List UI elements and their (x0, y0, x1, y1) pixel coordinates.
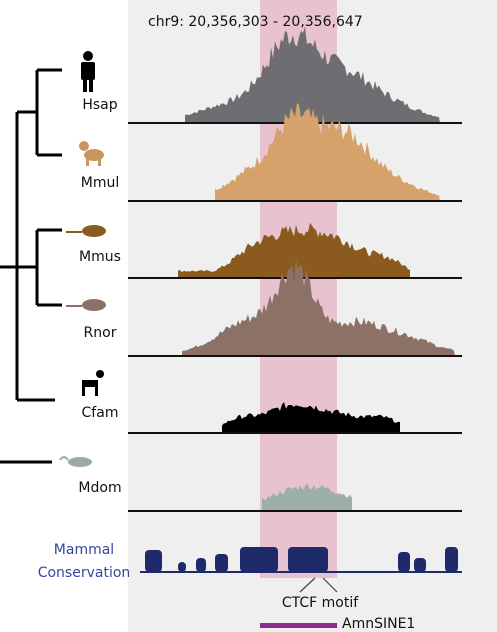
element-label: AmnSINE1 (342, 616, 415, 632)
conservation-block (196, 558, 206, 572)
conservation-block (240, 547, 278, 572)
locus-title: chr9: 20,356,303 - 20,356,647 (148, 14, 363, 30)
tree-branch (37, 230, 62, 305)
macaque-icon (79, 141, 104, 166)
conservation-block (288, 547, 328, 572)
tree-branch (37, 70, 62, 155)
species-label: Mdom (78, 480, 121, 496)
species-label: Rnor (84, 325, 117, 341)
mouse-icon (66, 225, 106, 237)
conservation-block (178, 562, 186, 572)
figure: chr9: 20,356,303 - 20,356,647 Mammal Con… (0, 0, 497, 632)
opossum-icon (60, 457, 92, 467)
element-bar (260, 623, 337, 628)
species-label: Hsap (82, 97, 117, 113)
conservation-block (414, 558, 426, 572)
phylogeny (0, 70, 62, 462)
human-icon (81, 51, 95, 92)
conservation-label: Mammal (54, 542, 114, 558)
conservation-block (445, 547, 458, 572)
species-label: Cfam (82, 405, 119, 421)
conservation-label: Conservation (38, 565, 131, 581)
motif-label: CTCF motif (282, 595, 359, 611)
rat-icon (66, 299, 106, 311)
species-label: Mmus (79, 249, 121, 265)
dog-icon (82, 370, 104, 396)
species-label: Mmul (81, 175, 119, 191)
conservation-block (215, 554, 228, 572)
conservation-block (398, 552, 410, 572)
conservation-block (145, 550, 162, 572)
